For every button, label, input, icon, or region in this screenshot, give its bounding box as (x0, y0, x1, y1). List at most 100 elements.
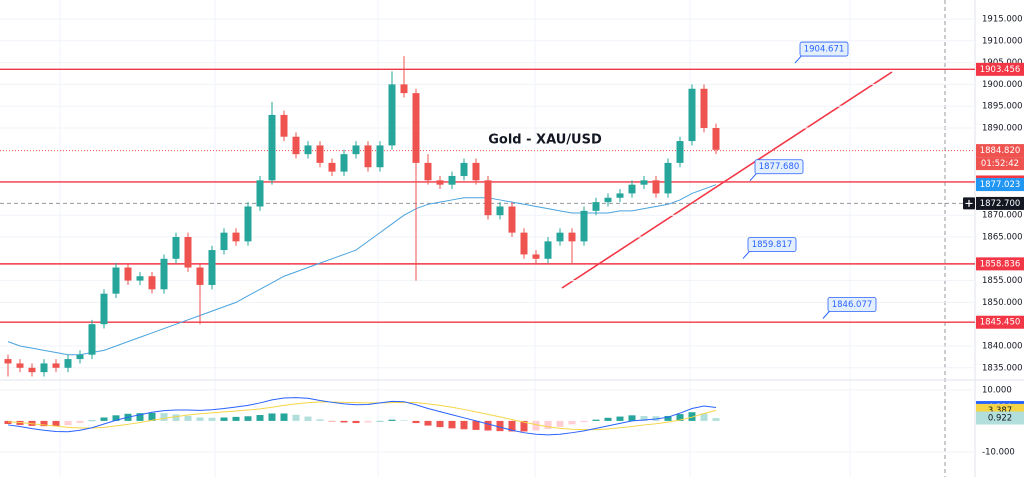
callout-label: 1877.680 (759, 162, 800, 172)
macd-histogram-bar (592, 419, 600, 421)
y-tick-label: 1850.000 (982, 298, 1023, 308)
candle-body (580, 210, 588, 242)
macd-histogram-bar (328, 420, 336, 422)
candle-body (568, 232, 576, 242)
macd-histogram-bar (136, 413, 144, 421)
macd-histogram-bar (700, 413, 708, 421)
macd-histogram-bar (88, 420, 96, 422)
macd-histogram-bar (568, 420, 576, 425)
macd-histogram-bar (412, 420, 420, 424)
candle-body (388, 84, 396, 146)
macd-histogram-bar (472, 420, 480, 430)
callout-box (747, 237, 797, 252)
macd-histogram-bar (448, 420, 456, 429)
y-tick-label: 1915.000 (982, 15, 1023, 25)
macd-histogram-bar (160, 413, 168, 421)
candle-body (484, 180, 492, 216)
macd-histogram-bar (244, 416, 252, 421)
macd-histogram-bar (484, 420, 492, 431)
macd-histogram-bar (280, 413, 288, 421)
macd-histogram-bar (304, 416, 312, 421)
level-tag: 1845.450 (980, 318, 1021, 328)
macd-histogram-bar (172, 414, 180, 421)
y-tick-label: 1895.000 (982, 102, 1023, 112)
macd-histogram-bar (208, 417, 216, 421)
macd-histogram-bar (616, 416, 624, 421)
candle-body (220, 232, 228, 251)
macd-histogram-bar (352, 420, 360, 424)
countdown: 01:52:42 (981, 159, 1019, 169)
candle-body (304, 145, 312, 155)
macd-histogram-bar (640, 415, 648, 421)
macd-histogram-bar (580, 420, 588, 423)
candle-body (364, 145, 372, 168)
y-tick-label: 1865.000 (982, 232, 1023, 242)
y-tick-label: -10.000 (982, 447, 1015, 457)
candle-body (352, 145, 360, 155)
candle-body (76, 354, 84, 360)
candle-body (676, 141, 684, 163)
candle-body (556, 232, 564, 242)
y-tick-label: 1855.000 (982, 276, 1023, 286)
macd-histogram-bar (148, 412, 156, 421)
macd-histogram-bar (292, 414, 300, 421)
candle-body (232, 232, 240, 242)
callout-box (754, 159, 804, 175)
candle-body (400, 84, 408, 94)
macd-histogram-bar (268, 413, 276, 421)
candle-body (616, 193, 624, 198)
candle-body (40, 363, 48, 373)
trend-line (561, 71, 893, 289)
candle-body (124, 267, 132, 281)
candle-body (184, 236, 192, 268)
candle-body (628, 184, 636, 194)
last-price-tag-bg (976, 144, 1024, 158)
macd-histogram-bar (232, 416, 240, 421)
plot: 1904.671 1877.680 1859.817 1846.077 (0, 18, 975, 453)
callout-label: 1846.077 (832, 300, 873, 310)
macd-histogram-bar (496, 420, 504, 432)
histogram-tag: 0.922 (988, 414, 1012, 424)
macd-histogram-bar (40, 420, 48, 427)
macd-histogram-bar (436, 420, 444, 428)
callout-label: 1904.671 (804, 45, 845, 55)
candle-body (448, 175, 456, 185)
candle-body (508, 206, 516, 233)
macd-histogram-bar (364, 420, 372, 423)
chart-title: Gold - XAU/USD (488, 133, 602, 148)
candle-body (328, 162, 336, 172)
macd-histogram-bar (100, 417, 108, 421)
macd-histogram-bar (64, 420, 72, 426)
candle-body (148, 276, 156, 290)
y-tick-label: 10.000 (982, 385, 1012, 395)
candle-body (520, 232, 528, 255)
macd-histogram-bar (400, 420, 408, 421)
candle-body (292, 136, 300, 155)
y-tick-label: 1900.000 (982, 80, 1023, 90)
crosshair-tag: 1872.700 (980, 199, 1021, 209)
macd-histogram-bar (184, 415, 192, 421)
ma-tag: 1877.023 (980, 180, 1021, 190)
y-tick-label: 1890.000 (982, 124, 1023, 134)
candle-body (664, 162, 672, 194)
candle-body (472, 162, 480, 181)
level-tag-bg (976, 62, 1024, 76)
y-tick-label: 1910.000 (982, 36, 1023, 46)
callout-box (799, 41, 849, 57)
candle-body (436, 180, 444, 185)
y-tick-label: 1870.000 (982, 211, 1023, 221)
candle-body (592, 202, 600, 211)
macd-histogram-bar (508, 420, 516, 432)
y-tick-label: 1840.000 (982, 341, 1023, 351)
moving-average (7, 184, 717, 356)
level-tag-bg (976, 315, 1024, 329)
signal-tag: 3.387 (988, 406, 1012, 416)
macd-histogram-bar (388, 419, 396, 421)
macd-histogram-bar (628, 415, 636, 421)
candle-body (688, 88, 696, 142)
candle-body (700, 88, 708, 129)
candle-body (412, 93, 420, 163)
candle-body (172, 236, 180, 259)
macd-histogram-bar (376, 420, 384, 422)
